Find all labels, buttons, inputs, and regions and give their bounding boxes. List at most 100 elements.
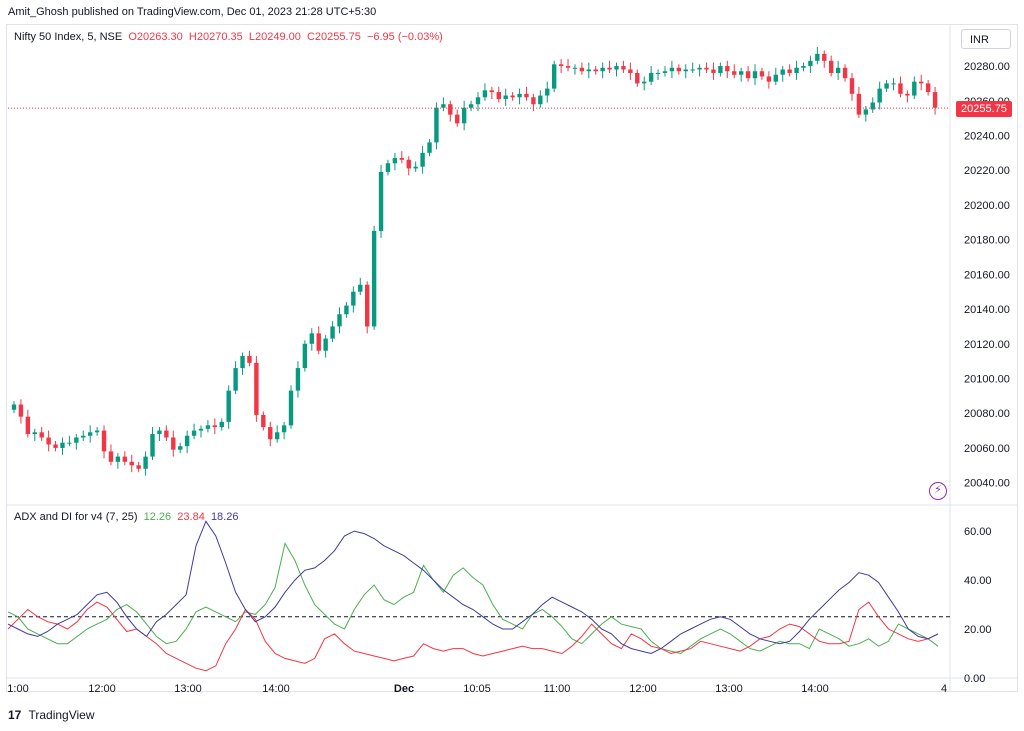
indicator-tick-label: 40.00 <box>964 575 992 587</box>
candle-body <box>676 67 682 72</box>
candle-body <box>420 152 425 167</box>
candle-body <box>503 95 508 100</box>
candle-body <box>524 93 529 98</box>
candle-body <box>815 53 820 61</box>
candle-body <box>863 109 869 115</box>
plus-di-line <box>7 542 939 655</box>
candle-body <box>808 60 813 67</box>
minus-di-line <box>7 601 939 672</box>
candle-body <box>932 92 938 108</box>
price-tick-label: 20240.00 <box>964 130 1010 142</box>
candle-body <box>614 66 619 70</box>
high-value: H20270.35 <box>188 31 243 43</box>
candle-body <box>766 76 772 82</box>
indicator-name[interactable]: ADX and DI for v4 (7, 25) <box>14 511 138 523</box>
candle-body <box>157 430 162 435</box>
candle-body <box>171 437 176 450</box>
candle-body <box>129 461 134 466</box>
indicator-legend: ADX and DI for v4 (7, 25) 12.26 23.84 18… <box>14 511 238 523</box>
plus-di-value: 12.26 <box>143 511 172 523</box>
candle-body <box>81 435 86 438</box>
candle-body <box>378 171 384 231</box>
candle-body <box>351 291 356 306</box>
candle-body <box>669 67 675 72</box>
candle-body <box>198 428 204 431</box>
symbol-label[interactable]: Nifty 50 Index, 5, NSE <box>14 31 123 43</box>
candle-body <box>136 465 141 469</box>
candle-body <box>18 404 24 417</box>
candle-body <box>558 64 564 67</box>
brand-name: TradingView <box>28 708 95 722</box>
candle-body <box>122 456 128 462</box>
candle-body <box>531 97 536 105</box>
candle-body <box>780 69 785 75</box>
time-tick-label: 1:00 <box>7 683 28 695</box>
tradingview-logo-icon: 17 <box>8 708 22 722</box>
candle-body <box>468 104 474 108</box>
currency-button[interactable]: INR <box>961 29 1011 49</box>
candle-body <box>773 74 778 82</box>
candle-body <box>752 71 758 79</box>
candle-body <box>794 67 799 73</box>
candle-body <box>621 66 626 70</box>
candle-body <box>538 95 543 105</box>
candle-body <box>461 107 467 124</box>
candle-body <box>302 343 308 369</box>
candle-body <box>891 83 896 85</box>
last-price-label: 20255.75 <box>956 101 1012 117</box>
candle-body <box>150 434 155 457</box>
candle-body <box>53 444 58 448</box>
time-tick-label: 10:05 <box>463 683 491 695</box>
candle-body <box>25 416 31 435</box>
candle-body <box>358 284 363 292</box>
candle-body <box>822 53 827 61</box>
lightning-icon[interactable]: ⚡ <box>929 482 947 500</box>
chart-frame[interactable] <box>6 24 1018 692</box>
candle-body <box>828 60 834 73</box>
price-tick-label: 20180.00 <box>964 235 1010 247</box>
time-tick-label: 12:00 <box>88 683 116 695</box>
close-value: C20255.75 <box>306 31 361 43</box>
time-tick-label: 13:00 <box>174 683 202 695</box>
candle-body <box>205 425 211 429</box>
candle-body <box>600 67 605 72</box>
price-tick-label: 20200.00 <box>964 200 1010 212</box>
candle-body <box>371 230 377 327</box>
candle-body <box>212 425 218 428</box>
price-tick-label: 20040.00 <box>964 478 1010 490</box>
candle-body <box>392 158 398 164</box>
candle-body <box>178 446 183 450</box>
candle-body <box>662 71 668 73</box>
time-tick-label: 14:00 <box>801 683 829 695</box>
footer-brand[interactable]: 17 TradingView <box>8 708 95 722</box>
candle-body <box>87 432 93 436</box>
candle-body <box>884 83 889 89</box>
candle-body <box>281 425 287 433</box>
candle-body <box>925 83 931 93</box>
candle-body <box>607 67 612 70</box>
candle-body <box>406 159 411 169</box>
time-tick-label: 12:00 <box>629 683 657 695</box>
time-tick-label: 4 <box>941 683 947 695</box>
low-value: L20249.00 <box>248 31 301 43</box>
candle-body <box>164 430 169 438</box>
candle-body <box>184 435 190 447</box>
candle-body <box>233 368 238 391</box>
candle-body <box>219 421 224 428</box>
candle-body <box>274 432 280 440</box>
time-tick-label: 11:00 <box>544 683 571 695</box>
candle-body <box>108 451 114 462</box>
candle-body <box>441 104 446 108</box>
candle-body <box>787 69 792 73</box>
price-tick-label: 20160.00 <box>964 269 1010 281</box>
candle-body <box>648 72 654 82</box>
candle-body <box>475 97 481 105</box>
candle-body <box>912 81 917 96</box>
candle-body <box>288 390 294 426</box>
candle-body <box>517 93 522 98</box>
main-legend: Nifty 50 Index, 5, NSE O20263.30 H20270.… <box>14 31 443 43</box>
candle-body <box>697 67 702 70</box>
candle-body <box>39 432 44 438</box>
price-tick-label: 20080.00 <box>964 408 1010 420</box>
